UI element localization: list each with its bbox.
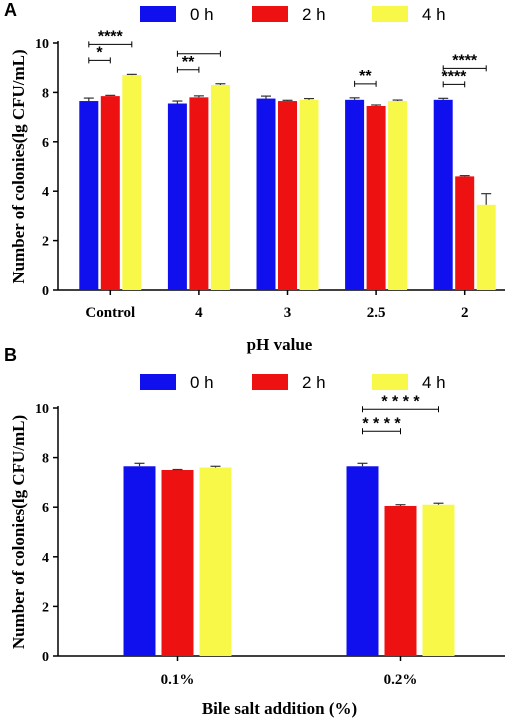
bar <box>388 101 408 290</box>
legend-label: 2 h <box>302 373 326 392</box>
y-tick-label: 0 <box>42 284 49 299</box>
x-tick-label: 0.2% <box>384 672 418 688</box>
legend-swatch <box>372 6 408 22</box>
legend-swatch <box>140 6 176 22</box>
x-tick-label: 3 <box>284 305 292 321</box>
significance-label: ** <box>359 68 372 85</box>
legend-label: 0 h <box>190 5 214 24</box>
bar <box>100 96 120 290</box>
y-axis-title: Number of colonies(lg CFU/mL) <box>9 49 28 283</box>
legend-label: 0 h <box>190 373 214 392</box>
bar <box>161 470 194 656</box>
legend-swatch <box>140 374 176 390</box>
legend-label: 2 h <box>302 5 326 24</box>
bar <box>167 103 187 290</box>
bar <box>384 505 417 656</box>
bar <box>476 204 496 290</box>
bar <box>422 504 455 656</box>
bar <box>256 98 276 290</box>
legend-swatch <box>372 374 408 390</box>
y-tick-label: 8 <box>42 86 49 101</box>
significance-label: * * * * <box>381 393 420 410</box>
y-tick-label: 8 <box>42 452 49 467</box>
x-axis-title: pH value <box>247 335 313 354</box>
x-tick-label: 0.1% <box>161 672 195 688</box>
x-axis-title: Bile salt addition (%) <box>202 699 357 718</box>
bar <box>345 99 365 290</box>
x-tick-label: 2 <box>461 305 469 321</box>
bar <box>122 75 142 290</box>
bar <box>278 101 297 290</box>
x-tick-label: 2.5 <box>367 305 386 321</box>
bar <box>433 99 453 290</box>
y-tick-label: 6 <box>42 136 49 151</box>
y-tick-label: 6 <box>42 501 49 516</box>
legend-label: 4 h <box>422 373 446 392</box>
y-tick-label: 2 <box>42 600 49 615</box>
bar <box>299 99 319 290</box>
significance-label: **** <box>452 52 478 69</box>
y-tick-label: 4 <box>42 185 49 200</box>
bar <box>455 176 475 290</box>
x-tick-label: Control <box>85 305 135 321</box>
y-tick-label: 2 <box>42 235 49 250</box>
significance-label: * <box>96 44 103 61</box>
bar <box>210 84 230 291</box>
significance-label: **** <box>441 68 467 85</box>
y-tick-label: 0 <box>42 650 49 665</box>
panel-letter: A <box>4 0 17 20</box>
y-axis-title: Number of colonies(lg CFU/mL) <box>9 415 28 649</box>
legend-label: 4 h <box>422 5 446 24</box>
significance-label: * * * * <box>362 415 401 432</box>
panel-letter: B <box>4 345 17 365</box>
bar <box>79 101 99 290</box>
bar <box>366 105 386 290</box>
chart-panel-a: A 0 h 2 h 4 h 0 2 4 6 8 10 Number of colonies(lg C… <box>4 0 505 354</box>
y-tick-label: 10 <box>35 402 49 417</box>
significance-label: ** <box>182 54 195 71</box>
bar <box>346 466 379 656</box>
chart-panel-b: B 0 h 2 h 4 h 0 2 4 6 8 10 Number of colonies(lg C… <box>4 345 505 718</box>
y-tick-label: 10 <box>35 37 49 52</box>
legend-swatch <box>252 6 288 22</box>
bar <box>189 97 209 290</box>
x-tick-label: 4 <box>195 305 203 321</box>
y-tick-label: 4 <box>42 551 49 566</box>
significance-label: **** <box>98 28 124 45</box>
bar <box>199 467 232 656</box>
bar <box>123 466 156 656</box>
legend-swatch <box>252 374 288 390</box>
